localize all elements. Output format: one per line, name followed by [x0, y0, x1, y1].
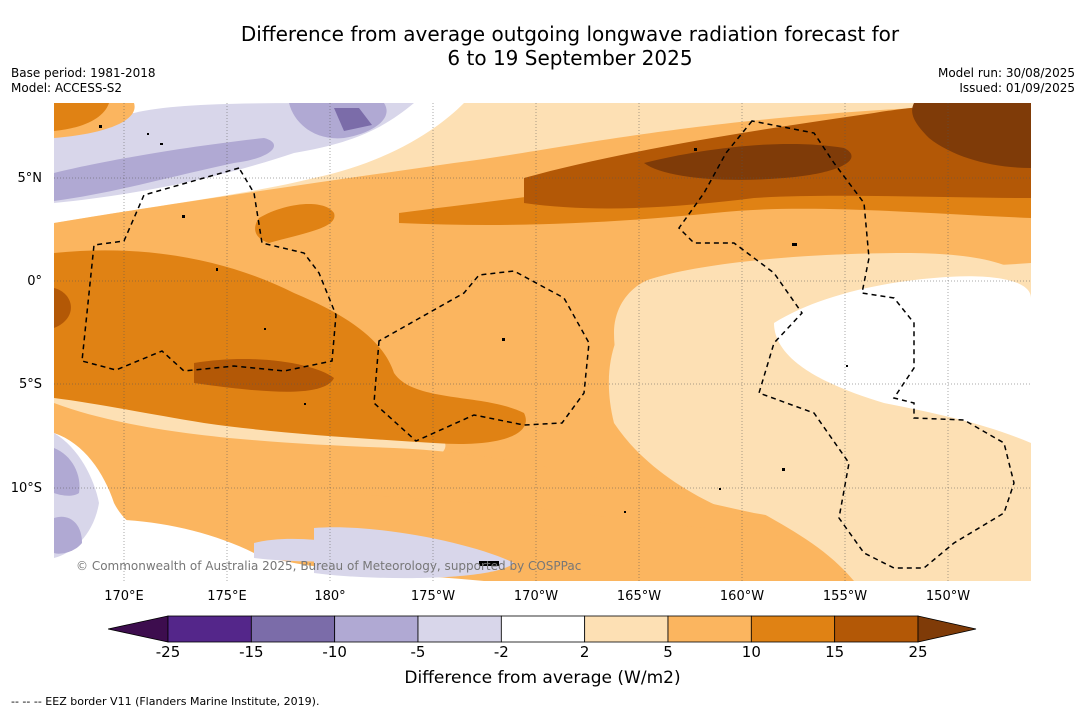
colorbar-tick-label: -15	[239, 643, 264, 661]
lon-label-160w: 160°W	[719, 589, 765, 604]
region-orange-ul-2	[54, 103, 109, 131]
colorbar-tick-label: -5	[410, 643, 426, 661]
band-10-15-west	[54, 250, 526, 444]
colorbar-tick-label: -25	[155, 643, 181, 661]
map-area	[54, 103, 1031, 581]
colorbar-segment	[750, 615, 836, 643]
anomaly-map-svg	[54, 103, 1031, 581]
model-run: Model run: 30/08/2025	[937, 66, 1075, 80]
band-over-25-ne	[912, 103, 1031, 168]
lon-label-150w: 150°W	[925, 589, 971, 604]
region-purple-north-2	[289, 103, 387, 139]
title-line-2: 6 to 19 September 2025	[447, 46, 693, 70]
colorbar-tick-label: -10	[322, 643, 347, 661]
model-name: Model: ACCESS-S2	[11, 81, 123, 95]
lon-label-170e: 170°E	[104, 589, 144, 604]
colorbar-segment	[250, 615, 336, 643]
region-purple-sw-2	[54, 516, 82, 554]
band-5-10-south	[54, 403, 852, 543]
colorbar-segment	[334, 615, 419, 643]
band-10-15-patch	[255, 203, 335, 243]
meta-right: Model run: 30/08/2025 Issued: 01/09/2025	[938, 66, 1075, 96]
eez-borders	[81, 120, 1015, 569]
eez-footnote: -- -- -- EEZ border V11 (Flanders Marine…	[11, 695, 320, 708]
islands	[99, 125, 848, 566]
colorbar-segment	[834, 615, 919, 643]
colorbar-segment	[500, 615, 586, 643]
lon-label-175w: 175°W	[410, 589, 456, 604]
region-purple-dark-north	[334, 108, 372, 131]
map-title: Difference from average outgoing longwav…	[0, 22, 1085, 70]
region-lilac-south-2	[314, 527, 514, 579]
colorbar-segment	[417, 615, 502, 643]
colorbar-segment	[667, 615, 752, 643]
graticule	[54, 103, 1031, 581]
title-line-1: Difference from average outgoing longwav…	[240, 22, 900, 46]
lon-label-165w: 165°W	[616, 589, 662, 604]
lat-label-0: 0°	[27, 274, 42, 289]
colorbar-segment	[167, 615, 252, 643]
colorbar-extend-high	[917, 615, 977, 643]
issued-date: Issued: 01/09/2025	[959, 81, 1075, 95]
lat-label-5s: 5°S	[18, 377, 42, 392]
band-15-25-edge	[54, 288, 71, 328]
region-neutral-sw	[54, 433, 254, 581]
colorbar-tick-label: -2	[493, 643, 509, 661]
lat-label-5n: 5°N	[17, 171, 43, 186]
meta-left: Base period: 1981-2018 Model: ACCESS-S2	[11, 66, 156, 96]
region-purple-sw	[54, 448, 80, 496]
lon-label-155w: 155°W	[822, 589, 868, 604]
lon-label-180: 180°	[314, 589, 346, 604]
region-purple-north	[54, 138, 274, 201]
band-over-25-core	[644, 143, 852, 180]
colorbar-tick-label: 5	[663, 643, 673, 661]
colorbar-tick-label: 2	[579, 643, 590, 661]
colorbar-extend-low	[108, 615, 169, 643]
colorbar-title: Difference from average (W/m2)	[404, 668, 681, 688]
colorbar-segment	[584, 615, 669, 643]
colorbar-tick-label: 25	[908, 643, 928, 661]
copyright-credit: © Commonwealth of Australia 2025, Bureau…	[76, 559, 582, 573]
lat-label-10s: 10°S	[10, 481, 42, 496]
colorbar	[108, 615, 977, 643]
colorbar-tick-label: 15	[825, 643, 845, 661]
lon-label-175e: 175°E	[207, 589, 247, 604]
lon-label-170w: 170°W	[513, 589, 559, 604]
base-period: Base period: 1981-2018	[11, 66, 156, 80]
region-neutral-east	[774, 276, 1031, 443]
colorbar-tick-label: 10	[741, 643, 761, 661]
